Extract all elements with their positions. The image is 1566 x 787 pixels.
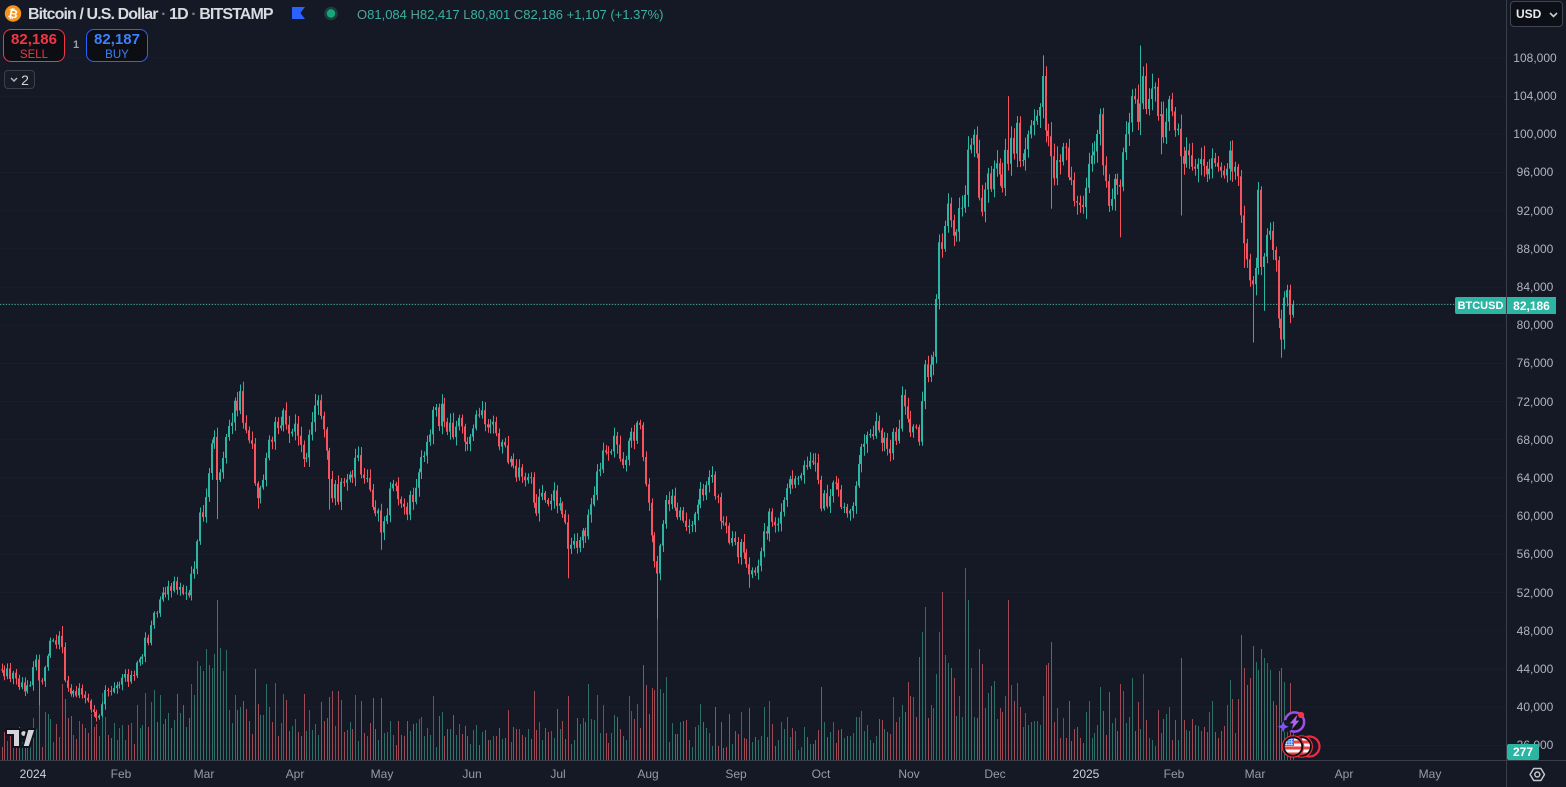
svg-text:2025: 2025 [1073,767,1100,781]
svg-text:Dec: Dec [984,767,1005,781]
svg-text:Jul: Jul [550,767,565,781]
svg-text:80,000: 80,000 [1517,318,1554,332]
svg-text:92,000: 92,000 [1517,204,1554,218]
svg-text:96,000: 96,000 [1517,165,1554,179]
svg-text:May: May [371,767,394,781]
svg-text:Apr: Apr [286,767,305,781]
svg-text:40,000: 40,000 [1517,700,1554,714]
svg-text:Jun: Jun [462,767,481,781]
svg-text:84,000: 84,000 [1517,280,1554,294]
svg-text:May: May [1419,767,1442,781]
svg-text:Apr: Apr [1335,767,1354,781]
svg-text:2024: 2024 [20,767,47,781]
svg-text:56,000: 56,000 [1517,547,1554,561]
svg-text:Mar: Mar [1245,767,1266,781]
svg-text:44,000: 44,000 [1517,662,1554,676]
svg-text:108,000: 108,000 [1513,51,1557,65]
svg-text:72,000: 72,000 [1517,395,1554,409]
svg-text:88,000: 88,000 [1517,242,1554,256]
svg-text:Aug: Aug [637,767,658,781]
svg-text:64,000: 64,000 [1517,471,1554,485]
svg-text:Nov: Nov [898,767,919,781]
svg-text:₿: ₿ [7,6,20,22]
svg-text:Mar: Mar [194,767,215,781]
svg-text:60,000: 60,000 [1517,509,1554,523]
svg-text:48,000: 48,000 [1517,624,1554,638]
svg-text:76,000: 76,000 [1517,356,1554,370]
svg-text:Oct: Oct [812,767,831,781]
svg-text:Sep: Sep [725,767,747,781]
svg-text:52,000: 52,000 [1517,586,1554,600]
svg-text:104,000: 104,000 [1513,89,1557,103]
svg-text:Feb: Feb [1164,767,1185,781]
svg-text:Feb: Feb [111,767,132,781]
svg-text:100,000: 100,000 [1513,127,1557,141]
svg-text:68,000: 68,000 [1517,433,1554,447]
